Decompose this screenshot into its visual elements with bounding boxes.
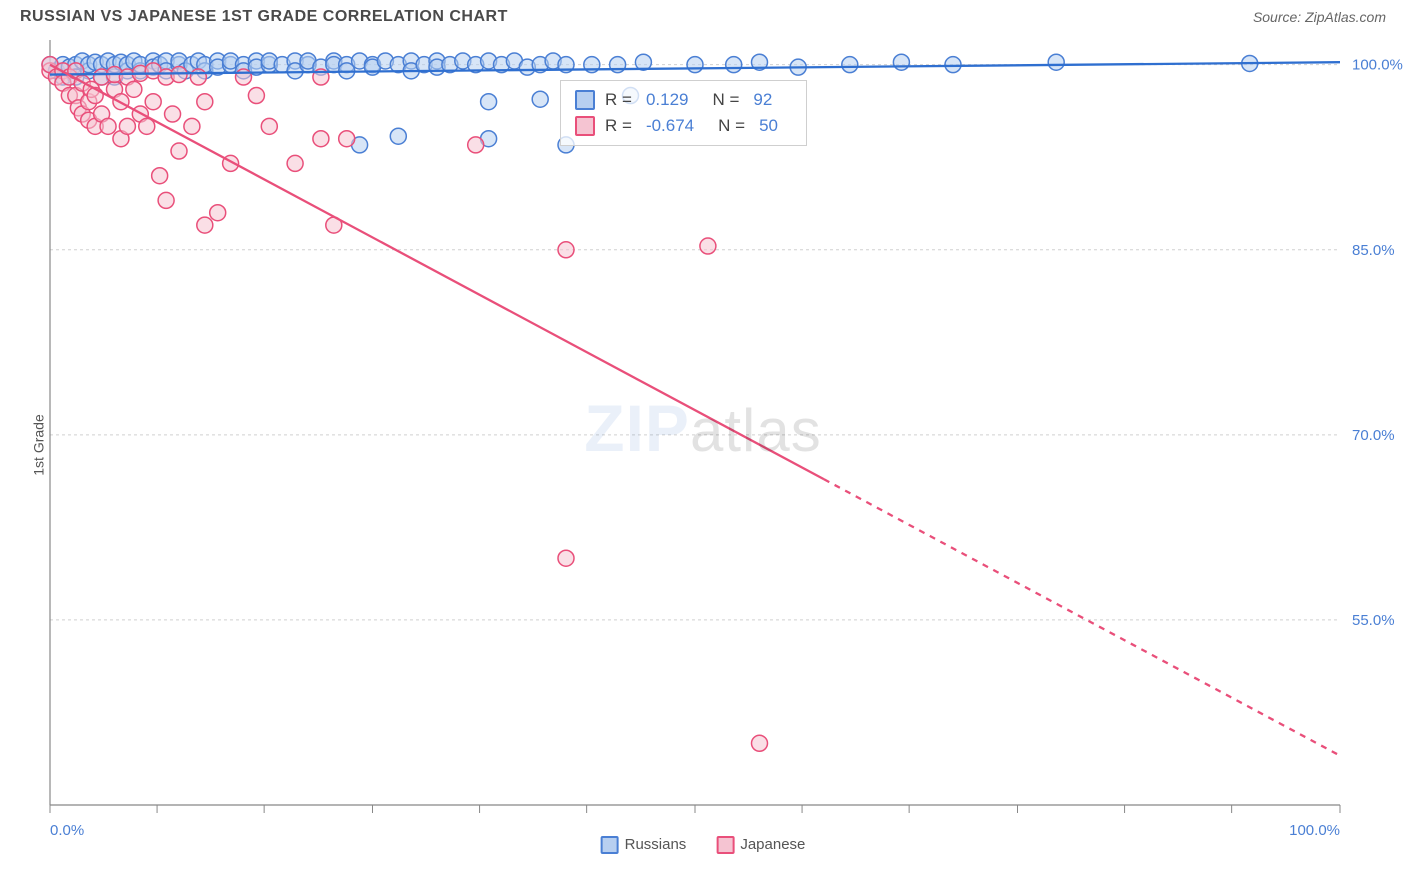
data-point xyxy=(726,57,742,73)
data-point xyxy=(558,550,574,566)
stat-r-value: 0.129 xyxy=(646,87,689,113)
data-point xyxy=(190,69,206,85)
stat-row: R = -0.674 N = 50 xyxy=(575,113,792,139)
data-point xyxy=(313,131,329,147)
chart-title: RUSSIAN VS JAPANESE 1ST GRADE CORRELATIO… xyxy=(20,8,508,26)
data-point xyxy=(145,94,161,110)
legend-label: Japanese xyxy=(740,836,805,853)
stat-n-value: 50 xyxy=(759,113,778,139)
stat-r-label: R = xyxy=(605,87,632,113)
data-point xyxy=(893,54,909,70)
chart-area: 1st Grade 55.0% 70.0% 85.0% 100.0% 0.0% 100.0… xyxy=(0,30,1406,860)
legend-swatch xyxy=(575,116,595,136)
legend: Russians Japanese xyxy=(601,836,806,854)
stat-n-label: N = xyxy=(712,87,739,113)
legend-swatch xyxy=(716,836,734,854)
data-point xyxy=(261,118,277,134)
data-point xyxy=(945,57,961,73)
data-point xyxy=(687,57,703,73)
data-point xyxy=(184,118,200,134)
data-point xyxy=(197,217,213,233)
data-point xyxy=(287,155,303,171)
chart-source: Source: ZipAtlas.com xyxy=(1253,9,1386,25)
data-point xyxy=(152,168,168,184)
data-point xyxy=(171,67,187,83)
y-tick-label: 55.0% xyxy=(1352,612,1395,629)
legend-swatch xyxy=(575,90,595,110)
data-point xyxy=(842,57,858,73)
chart-header: RUSSIAN VS JAPANESE 1ST GRADE CORRELATIO… xyxy=(0,0,1406,30)
y-tick-label: 85.0% xyxy=(1352,242,1395,259)
stat-row: R = 0.129 N = 92 xyxy=(575,87,792,113)
y-tick-label: 100.0% xyxy=(1352,57,1403,74)
data-point xyxy=(752,735,768,751)
data-point xyxy=(558,242,574,258)
data-point xyxy=(236,69,252,85)
data-point xyxy=(248,88,264,104)
legend-swatch xyxy=(601,836,619,854)
data-point xyxy=(210,205,226,221)
data-point xyxy=(165,106,181,122)
legend-label: Russians xyxy=(625,836,687,853)
data-point xyxy=(126,81,142,97)
data-point xyxy=(468,137,484,153)
data-point xyxy=(390,128,406,144)
trend-line-dashed xyxy=(824,479,1340,755)
data-point xyxy=(1048,54,1064,70)
stat-r-label: R = xyxy=(605,113,632,139)
stat-n-label: N = xyxy=(718,113,745,139)
data-point xyxy=(339,131,355,147)
stat-n-value: 92 xyxy=(753,87,772,113)
data-point xyxy=(481,94,497,110)
x-tick-label: 0.0% xyxy=(50,822,84,839)
data-point xyxy=(532,91,548,107)
data-point xyxy=(197,94,213,110)
legend-item: Japanese xyxy=(716,836,805,854)
data-point xyxy=(158,192,174,208)
data-point xyxy=(119,118,135,134)
stat-r-value: -0.674 xyxy=(646,113,694,139)
data-point xyxy=(171,143,187,159)
y-axis-label: 1st Grade xyxy=(31,414,47,475)
scatter-plot-svg: 55.0% 70.0% 85.0% 100.0% 0.0% 100.0% xyxy=(0,30,1406,860)
y-tick-label: 70.0% xyxy=(1352,427,1395,444)
data-point xyxy=(100,118,116,134)
correlation-stat-box: R = 0.129 N = 92 R = -0.674 N = 50 xyxy=(560,80,807,146)
legend-item: Russians xyxy=(601,836,687,854)
data-point xyxy=(700,238,716,254)
x-tick-label: 100.0% xyxy=(1289,822,1340,839)
